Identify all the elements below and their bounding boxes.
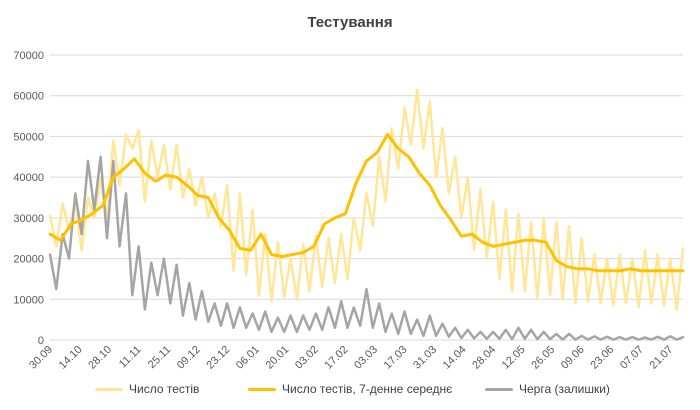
legend-item-queue: Черга (залишки) <box>485 382 610 396</box>
y-axis: 0 10000 20000 30000 40000 50000 60000 70000 <box>13 50 44 347</box>
x-tick-label: 31.03 <box>411 344 439 372</box>
legend-swatch-queue <box>485 387 513 391</box>
legend-item-tests: Число тестів <box>95 382 199 396</box>
legend-label-tests: Число тестів <box>129 382 200 396</box>
series-line-1 <box>48 132 685 273</box>
series-line-0 <box>48 88 685 311</box>
y-tick-label: 10000 <box>13 294 44 306</box>
legend-label-average: Число тестів, 7-денне середнє <box>282 382 453 396</box>
x-tick-label: 17.03 <box>382 344 410 372</box>
legend-swatch-tests <box>95 387 123 391</box>
y-tick-label: 40000 <box>13 172 44 184</box>
x-tick-label: 14.04 <box>441 344 469 372</box>
grid-lines <box>50 54 683 341</box>
legend: Число тестів Число тестів, 7-денне серед… <box>0 382 700 402</box>
chart-title: Тестування <box>307 14 393 31</box>
x-tick-label: 06.01 <box>234 344 262 372</box>
x-tick-label: 23.06 <box>588 344 616 372</box>
y-tick-label: 70000 <box>13 50 44 62</box>
y-tick-label: 20000 <box>13 254 44 266</box>
x-tick-label: 09.06 <box>559 344 587 372</box>
x-tick-label: 30.09 <box>27 344 55 372</box>
x-tick-label: 17.02 <box>323 344 351 372</box>
x-tick-label: 03.02 <box>293 344 321 372</box>
legend-swatch-average <box>248 387 276 391</box>
x-tick-label: 25.11 <box>146 344 173 371</box>
x-tick-label: 23.12 <box>204 344 232 372</box>
x-tick-label: 09.12 <box>175 344 203 372</box>
y-tick-label: 50000 <box>13 131 44 143</box>
x-tick-label: 28.10 <box>86 344 114 372</box>
x-tick-label: 11.11 <box>117 344 144 371</box>
legend-label-queue: Черга (залишки) <box>519 382 610 396</box>
x-tick-label: 28.04 <box>470 344 498 372</box>
legend-item-average: Число тестів, 7-денне середнє <box>248 382 452 396</box>
y-tick-label: 60000 <box>13 91 44 103</box>
x-tick-label: 14.10 <box>57 344 85 372</box>
y-tick-label: 30000 <box>13 213 44 225</box>
x-tick-label: 20.01 <box>263 344 291 372</box>
series-lines <box>48 88 685 341</box>
y-tick-label: 0 <box>38 335 44 347</box>
series-line-2 <box>48 155 685 341</box>
x-tick-label: 03.03 <box>352 344 380 372</box>
x-axis: 30.09 14.10 28.10 11.11 25.11 09.12 23.12 06.01… <box>27 344 675 372</box>
x-tick-label: 26.05 <box>529 344 557 372</box>
x-tick-label: 07.07 <box>618 344 646 372</box>
x-tick-label: 21.07 <box>648 344 676 372</box>
x-tick-label: 12.05 <box>500 344 528 372</box>
